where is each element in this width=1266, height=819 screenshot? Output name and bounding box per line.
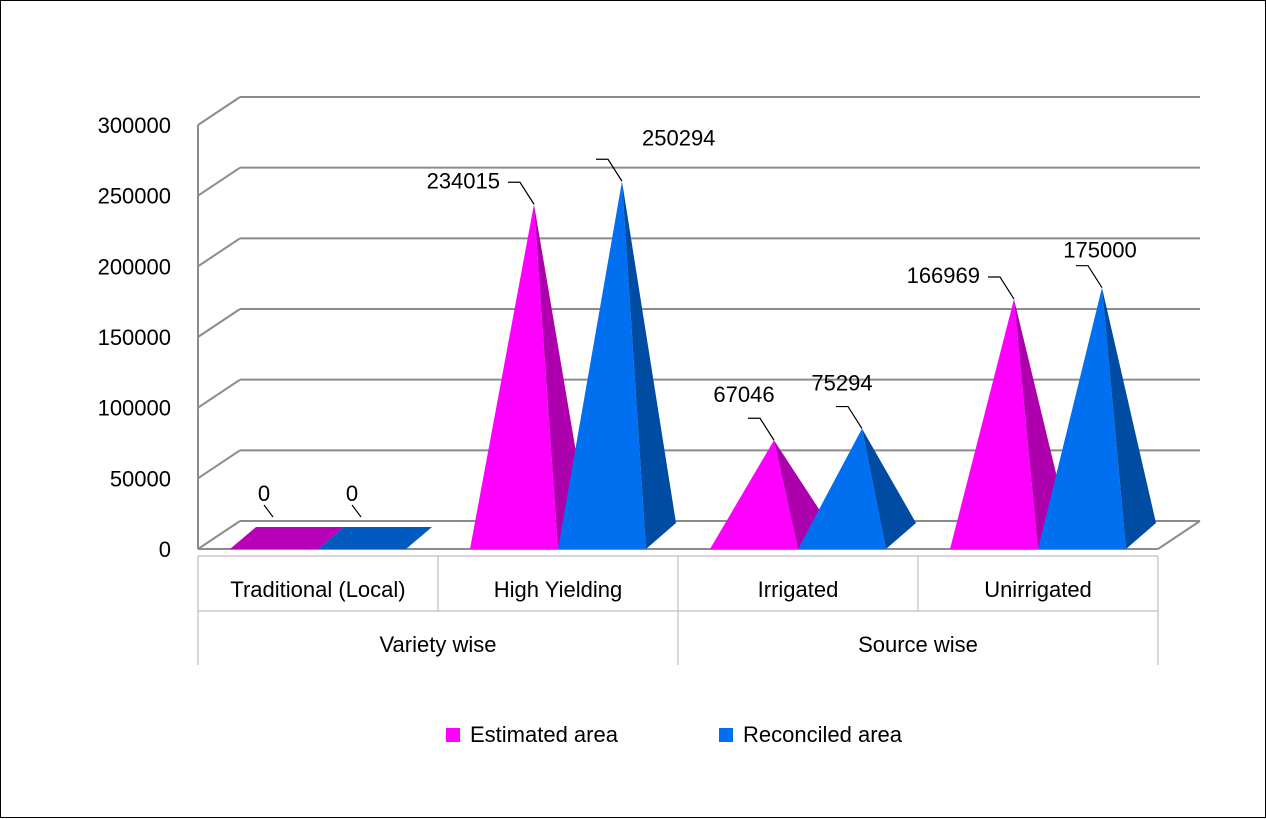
data-label: 0 <box>346 481 358 506</box>
label-leader <box>351 504 362 518</box>
pyramid-side <box>622 181 676 549</box>
pyramids <box>230 181 1156 550</box>
label-leader <box>596 158 623 182</box>
gridline-depth <box>197 166 241 197</box>
data-label: 75294 <box>811 371 872 396</box>
gridline-depth <box>197 308 241 338</box>
label-leader <box>748 417 775 441</box>
group-label: Variety wise <box>380 632 497 657</box>
label-leader <box>508 181 535 205</box>
pyramid-side <box>1102 287 1156 549</box>
pyramid-mark <box>470 204 558 550</box>
data-label: 234015 <box>427 168 500 193</box>
label-leader <box>836 405 863 429</box>
legend-label: Estimated area <box>470 722 619 747</box>
data-label: 166969 <box>907 263 980 288</box>
category-label: Unirrigated <box>984 577 1092 602</box>
pyramid-mark <box>318 527 432 549</box>
legend: Estimated area Reconciled area <box>446 722 903 747</box>
gridlines <box>197 96 1201 550</box>
y-tick-label: 250000 <box>98 184 171 209</box>
gridline-depth <box>197 378 241 409</box>
legend-swatch <box>719 728 733 742</box>
y-tick-label: 100000 <box>98 396 171 421</box>
gridline-depth <box>197 237 241 268</box>
category-axis: Traditional (Local) High Yielding Irrigate… <box>197 555 1159 665</box>
category-label: Traditional (Local) <box>230 577 405 602</box>
data-label: 0 <box>258 481 270 506</box>
pyramid-mark <box>230 527 344 549</box>
pyramid-mark <box>558 181 646 549</box>
floor-depth-edge <box>1157 520 1201 550</box>
category-label: High Yielding <box>494 577 622 602</box>
data-label: 67046 <box>713 382 774 407</box>
label-leader <box>1076 265 1103 288</box>
y-tick-label: 150000 <box>98 325 171 350</box>
legend-swatch <box>446 728 460 742</box>
pyramid-mark <box>710 440 798 549</box>
data-labels: 0 0 234015 250294 67046 75294 166969 175000 <box>258 125 1137 518</box>
gridline-depth <box>197 520 241 550</box>
pyramid-mark <box>1038 287 1126 549</box>
y-tick-label: 50000 <box>110 466 171 491</box>
gridline-depth <box>197 449 241 480</box>
y-tick-label: 0 <box>159 537 171 562</box>
y-tick-label: 200000 <box>98 254 171 279</box>
pyramid-side <box>862 428 916 549</box>
category-label: Irrigated <box>758 577 839 602</box>
pyramid-mark <box>950 299 1038 549</box>
label-leader <box>988 276 1015 300</box>
pyramid-mark <box>798 428 886 549</box>
label-leader <box>263 504 274 518</box>
y-tick-label: 300000 <box>98 113 171 138</box>
data-label: 175000 <box>1063 238 1136 263</box>
y-axis-ticks: 0 50000 100000 150000 200000 250000 300000 <box>98 113 171 562</box>
gridline-depth <box>197 96 241 126</box>
legend-label: Reconciled area <box>743 722 903 747</box>
group-label: Source wise <box>858 632 978 657</box>
data-label: 250294 <box>642 125 715 150</box>
